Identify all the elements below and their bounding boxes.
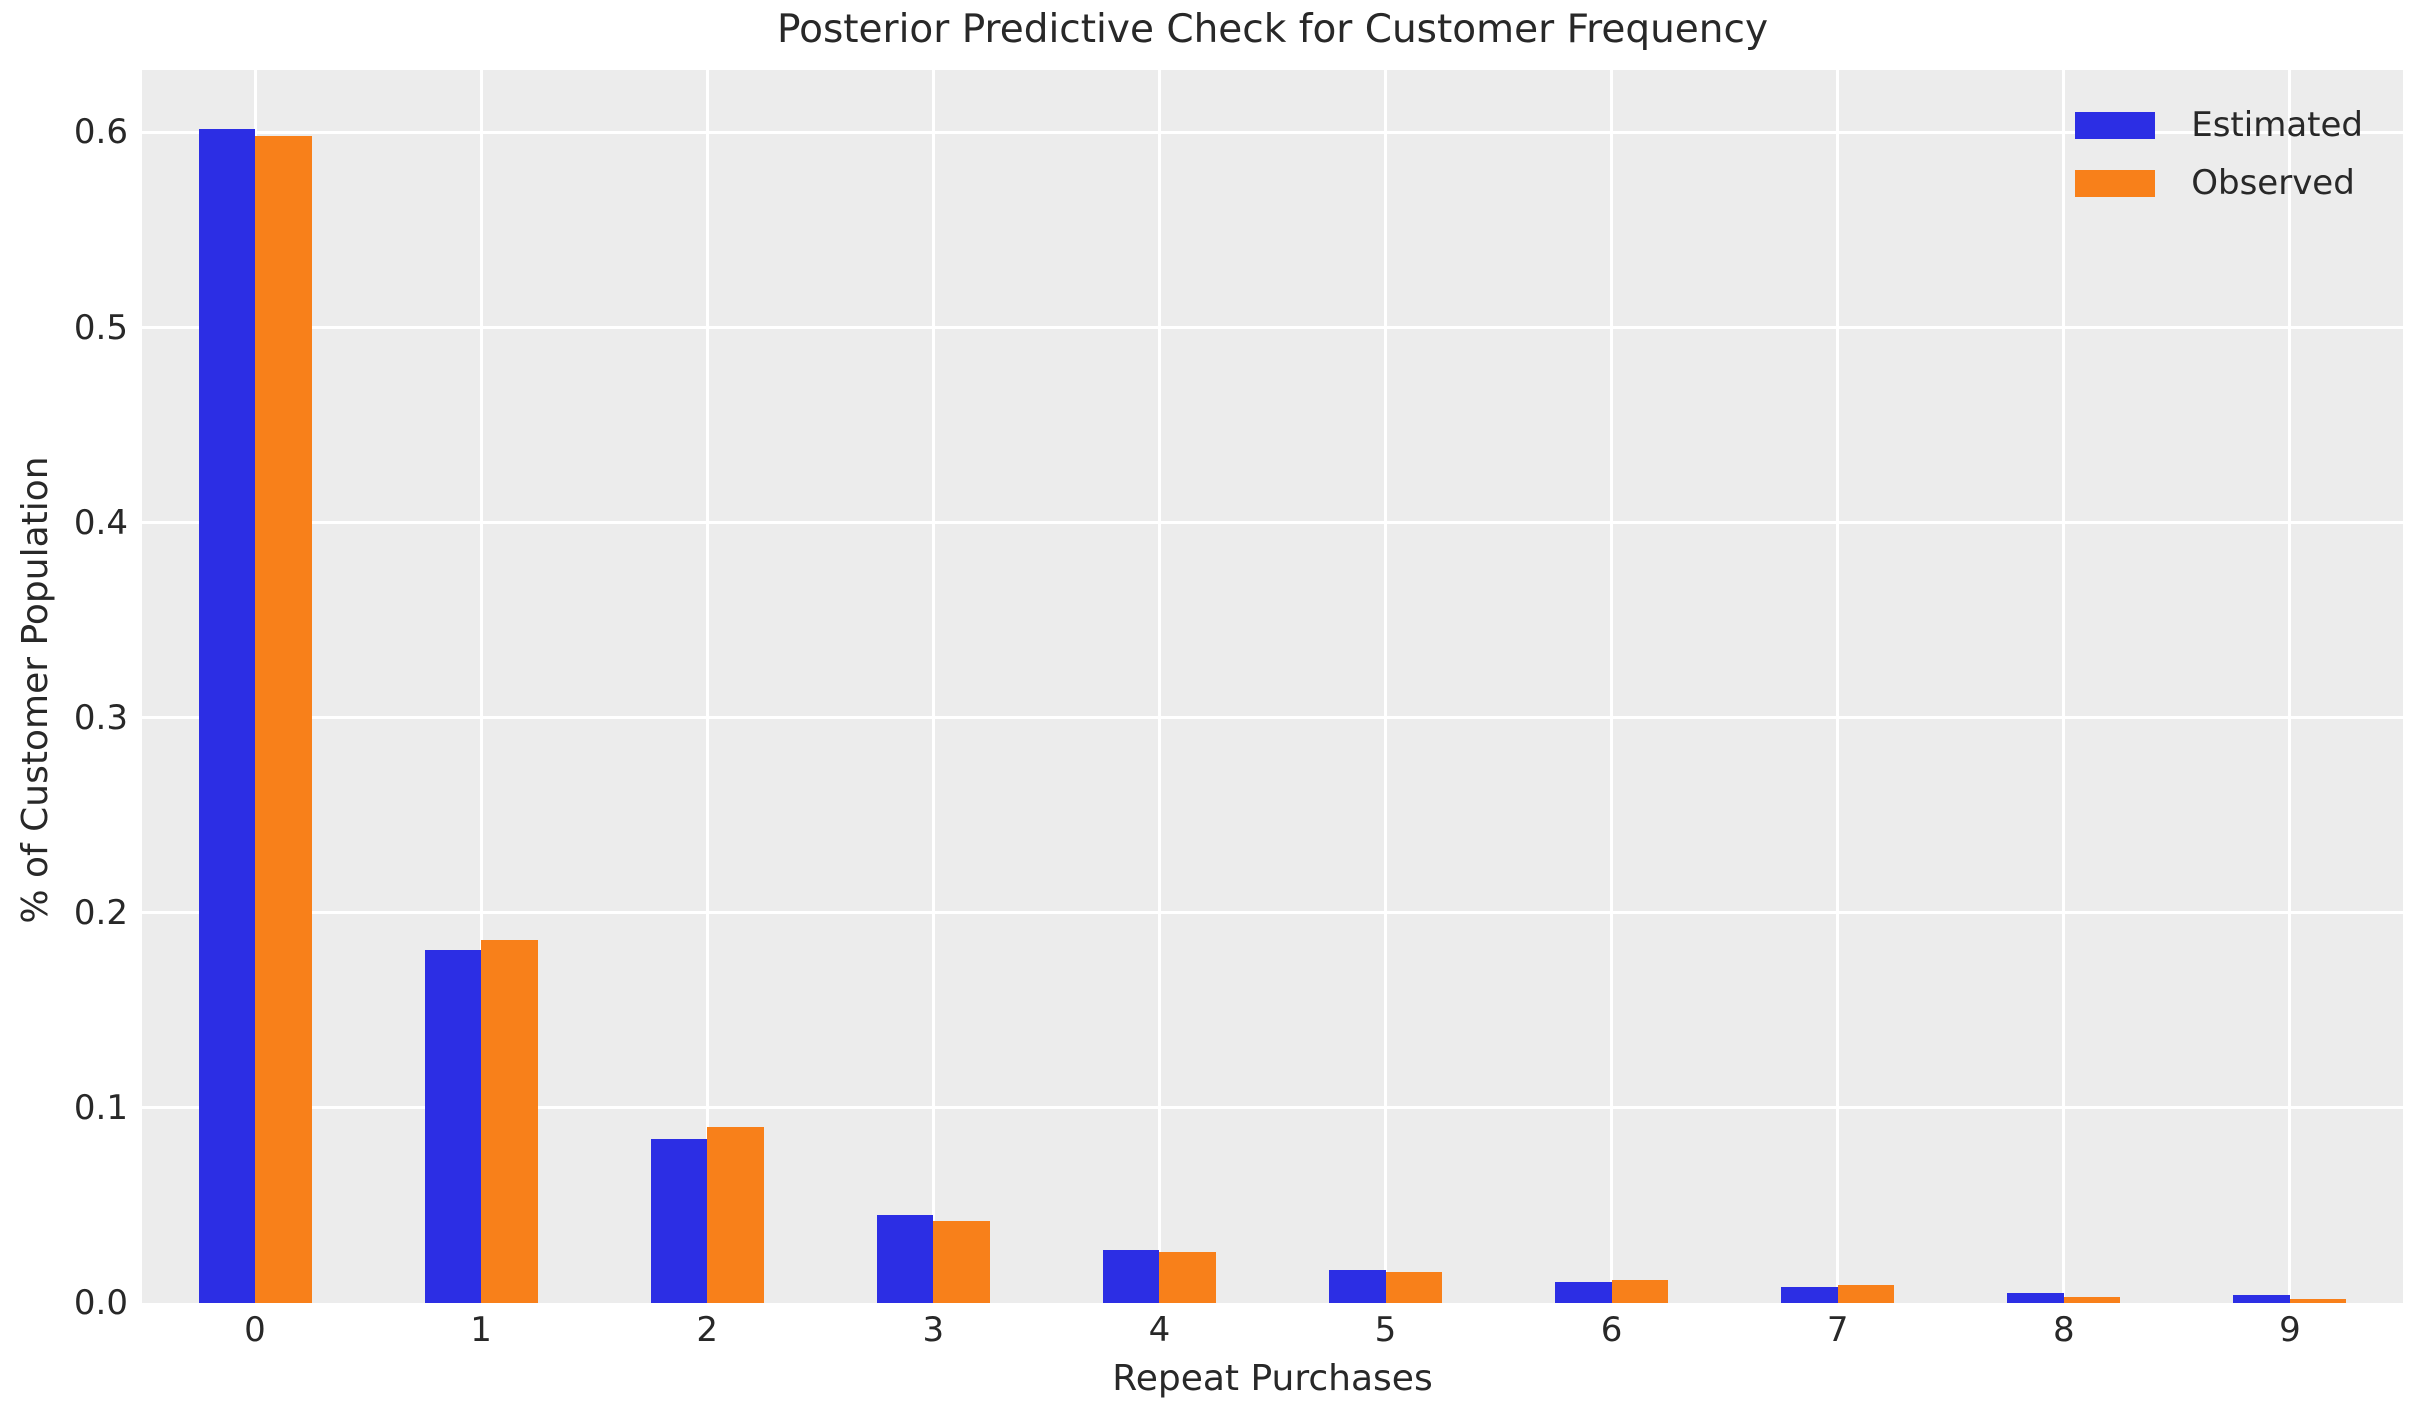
bar-estimated-7 xyxy=(1781,1287,1838,1303)
gridline-vertical xyxy=(479,70,483,1303)
gridline-horizontal xyxy=(142,716,2403,720)
bar-observed-3 xyxy=(933,1221,990,1303)
gridline-vertical xyxy=(1610,70,1614,1303)
x-tick-label-1: 1 xyxy=(470,1310,492,1350)
gridline-vertical xyxy=(1157,70,1161,1303)
legend-label-observed: Observed xyxy=(2191,163,2355,203)
x-tick-label-9: 9 xyxy=(2279,1310,2301,1350)
bar-observed-1 xyxy=(481,940,538,1303)
bar-estimated-9 xyxy=(2233,1295,2290,1303)
plot-area: Estimated Observed xyxy=(142,70,2403,1303)
bar-estimated-3 xyxy=(876,1215,934,1303)
gridline-vertical xyxy=(2062,70,2066,1303)
y-tick-label-0.0: 0.0 xyxy=(73,1283,128,1323)
bar-observed-9 xyxy=(2289,1299,2347,1303)
gridline-horizontal xyxy=(142,326,2403,330)
legend-row-estimated: Estimated xyxy=(2075,104,2363,146)
bar-estimated-8 xyxy=(2007,1293,2064,1303)
bar-observed-6 xyxy=(1611,1279,1669,1303)
y-tick-label-0.5: 0.5 xyxy=(73,307,128,348)
bar-observed-5 xyxy=(1385,1271,1443,1303)
legend-row-observed: Observed xyxy=(2075,162,2363,204)
bar-estimated-1 xyxy=(424,949,482,1303)
gridline-vertical xyxy=(2288,70,2292,1303)
x-axis-label: Repeat Purchases xyxy=(1112,1358,1433,1399)
bar-estimated-2 xyxy=(650,1139,708,1303)
x-tick-label-0: 0 xyxy=(244,1310,266,1350)
x-tick-label-6: 6 xyxy=(1600,1310,1623,1350)
gridline-vertical xyxy=(705,70,709,1303)
x-tick-label-2: 2 xyxy=(696,1310,718,1350)
x-tick-label-4: 4 xyxy=(1148,1310,1171,1350)
chart-title: Posterior Predictive Check for Customer … xyxy=(776,7,1769,52)
x-tick-label-5: 5 xyxy=(1374,1310,1397,1350)
y-tick-label-0.4: 0.4 xyxy=(73,502,128,543)
legend-label-estimated: Estimated xyxy=(2191,105,2363,145)
gridline-vertical xyxy=(1384,70,1388,1303)
gridline-vertical xyxy=(931,70,935,1303)
bar-estimated-6 xyxy=(1555,1281,1612,1303)
y-tick-label-0.6: 0.6 xyxy=(73,112,128,153)
gridline-horizontal xyxy=(142,1106,2403,1110)
bar-estimated-0 xyxy=(198,128,256,1303)
bar-observed-7 xyxy=(1837,1285,1895,1303)
bar-observed-4 xyxy=(1159,1252,1216,1303)
y-tick-label-0.3: 0.3 xyxy=(73,697,128,738)
x-tick-label-7: 7 xyxy=(1826,1310,1849,1350)
legend: Estimated Observed xyxy=(2075,104,2363,204)
y-tick-label-0.2: 0.2 xyxy=(73,892,128,933)
gridline-horizontal xyxy=(142,521,2403,525)
y-tick-label-0.1: 0.1 xyxy=(73,1087,128,1128)
bar-estimated-5 xyxy=(1329,1269,1386,1303)
bar-observed-2 xyxy=(707,1127,764,1303)
x-tick-label-8: 8 xyxy=(2052,1310,2075,1350)
bar-estimated-4 xyxy=(1102,1250,1160,1303)
gridline-vertical xyxy=(1836,70,1840,1303)
x-tick-label-3: 3 xyxy=(922,1310,945,1350)
gridline-horizontal xyxy=(142,130,2403,134)
legend-swatch-observed xyxy=(2075,169,2156,197)
gridline-horizontal xyxy=(142,911,2403,915)
legend-swatch-estimated xyxy=(2075,111,2156,139)
bar-observed-0 xyxy=(255,136,312,1303)
bar-observed-8 xyxy=(2063,1297,2121,1303)
